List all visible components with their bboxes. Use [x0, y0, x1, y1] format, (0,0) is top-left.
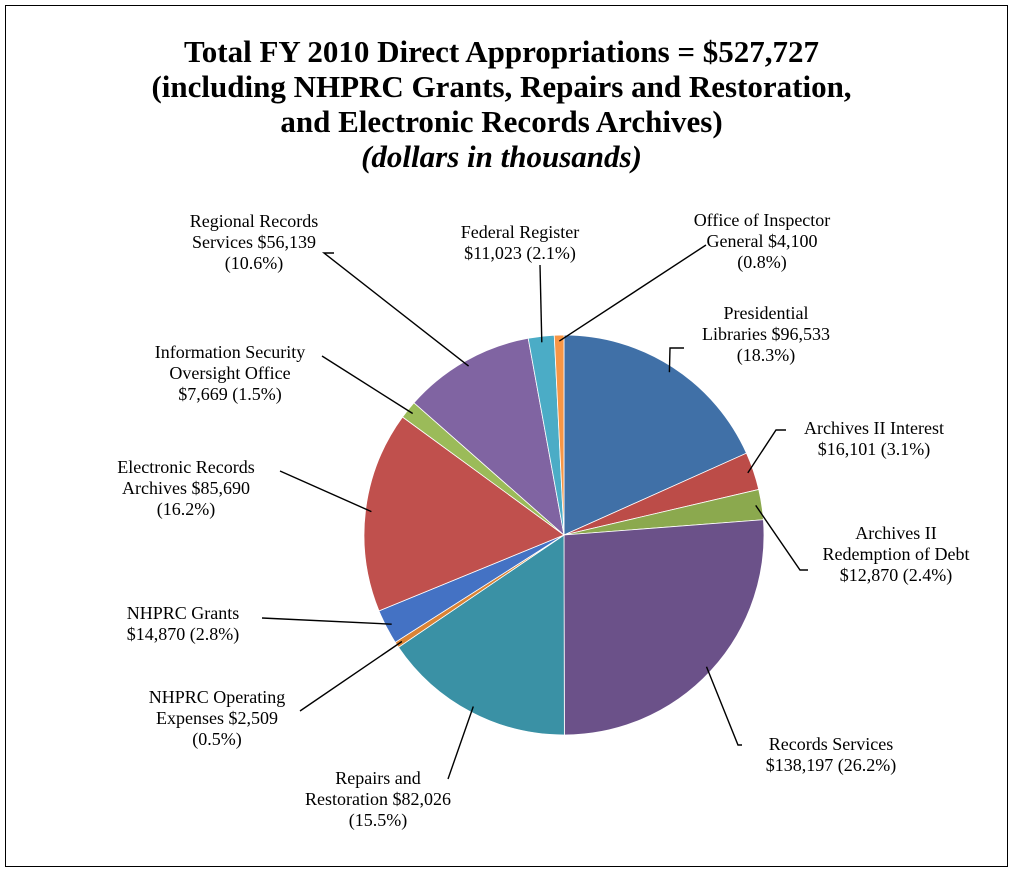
label-federal-register: Federal Register $11,023 (2.1%)	[460, 222, 580, 263]
leader-line	[705, 666, 742, 746]
label-archives-ii-redemption: Archives II Redemption of Debt $12,870 (…	[822, 523, 970, 585]
pie-slice-presidential-libraries	[563, 334, 748, 536]
pie-slice-electronic-records-archives	[363, 416, 565, 612]
leader-line	[539, 264, 543, 343]
chart-title: Total FY 2010 Direct Appropriations = $5…	[0, 34, 1003, 174]
label-presidential-libraries: Presidential Libraries $96,533 (18.3%)	[702, 303, 830, 365]
pie-slice-regional-records-services	[413, 337, 565, 537]
leader-line	[747, 429, 786, 474]
title-line: Total FY 2010 Direct Appropriations = $5…	[183, 34, 820, 69]
leader-line	[447, 706, 474, 780]
label-nhprc-operating: NHPRC Operating Expenses $2,509 (0.5%)	[148, 687, 286, 749]
label-information-security: Information Security Oversight Office $7…	[154, 342, 306, 404]
pie-slice-repairs-and-restoration	[397, 534, 565, 736]
leader-line	[299, 640, 403, 712]
label-inspector-general: Office of Inspector General $4,100 (0.8%…	[693, 210, 831, 272]
label-archives-ii-interest: Archives II Interest $16,101 (3.1%)	[804, 418, 944, 459]
label-regional-records: Regional Records Services $56,139 (10.6%…	[189, 211, 319, 273]
leader-line	[321, 355, 414, 415]
leader-line	[668, 347, 684, 373]
leader-line	[279, 470, 372, 513]
leader-line	[261, 617, 392, 625]
pie-slice-office-of-inspector-general	[553, 334, 565, 536]
pie-slice-records-services	[563, 519, 765, 736]
title-line: and Electronic Records Archives)	[280, 104, 723, 139]
label-nhprc-grants: NHPRC Grants $14,870 (2.8%)	[126, 603, 240, 644]
label-repairs-restoration: Repairs and Restoration $82,026 (15.5%)	[305, 768, 451, 830]
leader-line	[321, 252, 470, 367]
chart-subtitle: (dollars in thousands)	[361, 139, 642, 174]
title-line: (including NHPRC Grants, Repairs and Res…	[151, 69, 852, 104]
leader-line	[755, 505, 808, 571]
leader-line	[558, 244, 707, 342]
label-electronic-records: Electronic Records Archives $85,690 (16.…	[117, 457, 255, 519]
label-records-services: Records Services $138,197 (26.2%)	[765, 734, 897, 775]
